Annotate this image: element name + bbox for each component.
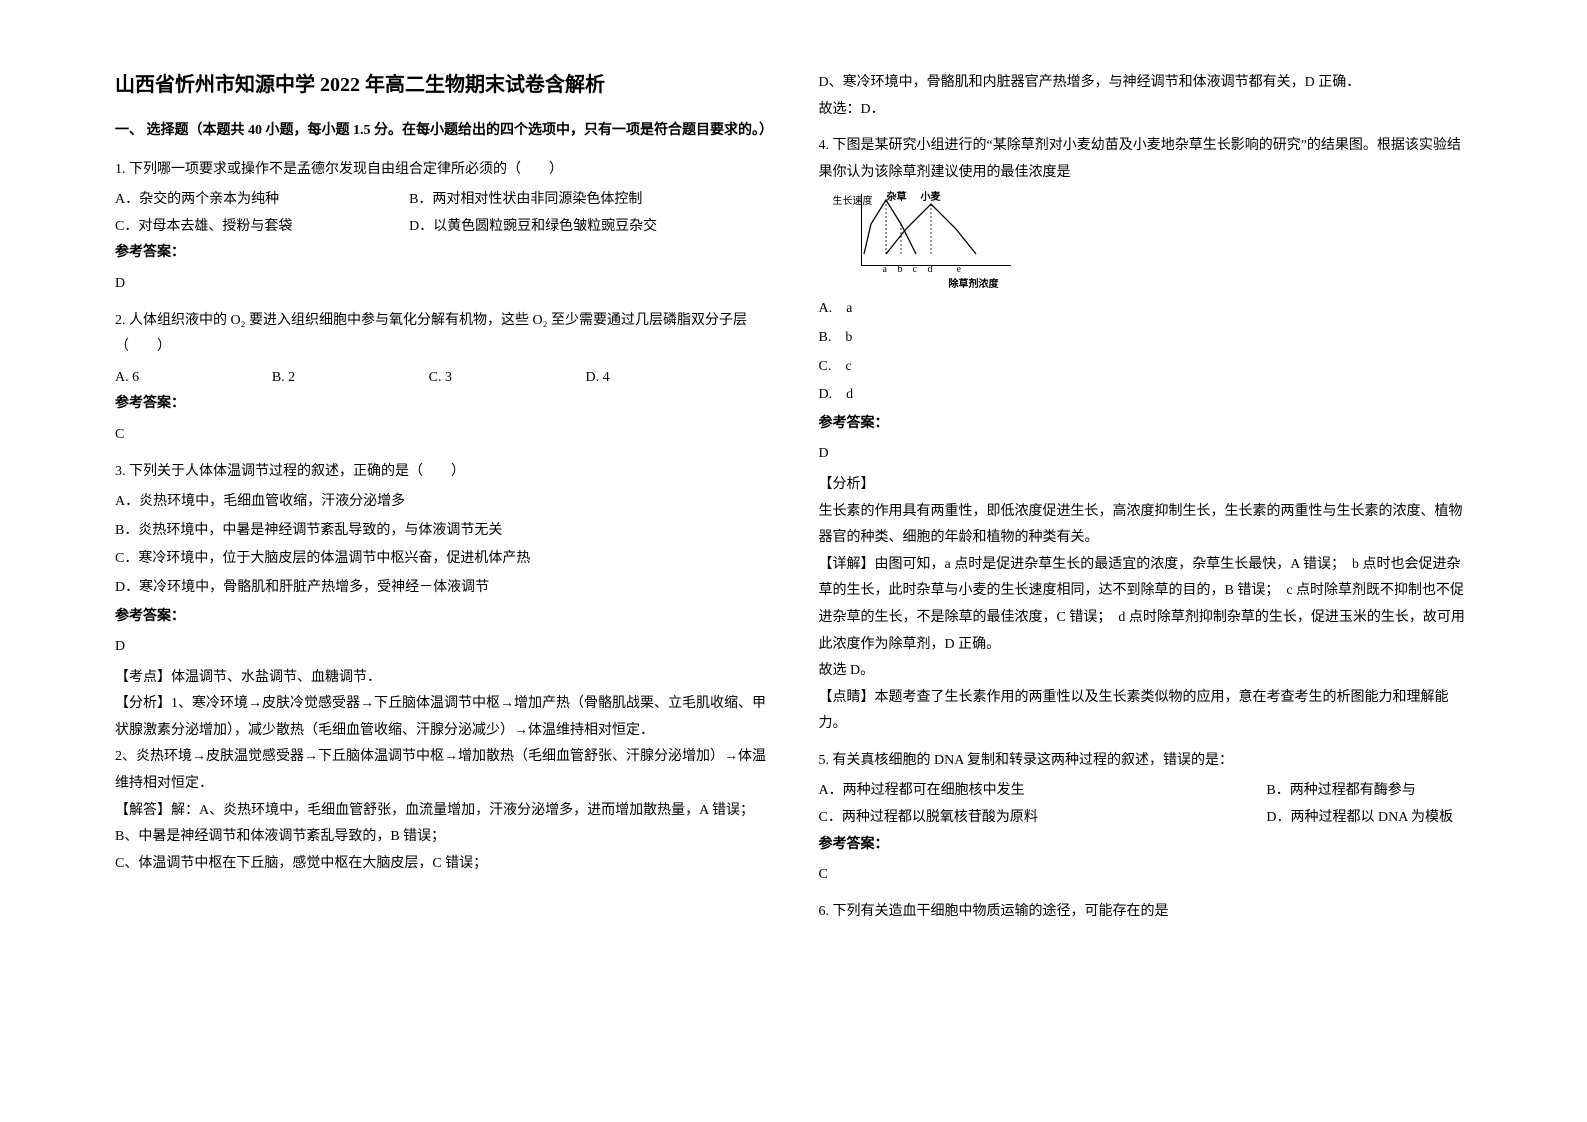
- exam-title: 山西省忻州市知源中学 2022 年高二生物期末试卷含解析: [115, 70, 769, 100]
- question-6: 6. 下列有关造血干细胞中物质运输的途径，可能存在的是: [819, 899, 1473, 926]
- q1-opt-a: A．杂交的两个亲本为纯种: [115, 187, 409, 214]
- q2-opt-c: C. 3: [429, 365, 586, 392]
- q4-opt-c: C. c: [819, 354, 1473, 381]
- q4-opt-a: A. a: [819, 296, 1473, 323]
- tick-d: d: [928, 260, 933, 279]
- q3-stem: 3. 下列关于人体体温调节过程的叙述，正确的是（ ）: [115, 459, 769, 486]
- q3-exp-p4: B、中暑是神经调节和体液调节紊乱导致的，B 错误；: [115, 824, 769, 851]
- q5-opt-d: D．两种过程都以 DNA 为模板: [1266, 810, 1453, 825]
- q3-exp-p7: 故选：D．: [819, 97, 1473, 124]
- q2-opt-a: A. 6: [115, 365, 272, 392]
- q3-opt-c: C．寒冷环境中，位于大脑皮层的体温调节中枢兴奋，促进机体产热: [115, 546, 769, 573]
- q5-options: A．两种过程都可在细胞核中发生 B．两种过程都有酶参与 C．两种过程都以脱氧核苷…: [819, 778, 1473, 831]
- q2-answer-label: 参考答案：: [115, 391, 769, 418]
- q5-stem: 5. 有关真核细胞的 DNA 复制和转录这两种过程的叙述，错误的是：: [819, 748, 1473, 775]
- q2-options: A. 6 B. 2 C. 3 D. 4: [115, 365, 769, 392]
- q4-stem: 4. 下图是某研究小组进行的“某除草剂对小麦幼苗及小麦地杂草生长影响的研究”的结…: [819, 133, 1473, 186]
- q5-opt-b: B．两种过程都有酶参与: [1266, 783, 1415, 798]
- right-column: D、寒冷环境中，骨骼肌和内脏器官产热增多，与神经调节和体液调节都有关，D 正确．…: [794, 70, 1498, 1082]
- q4-options: A. a B. b C. c D. d: [819, 296, 1473, 408]
- q4-exp-p3: 故选 D。: [819, 658, 1473, 685]
- q3-exp-p1: 【分析】1、寒冷环境→皮肤冷觉感受器→下丘脑体温调节中枢→增加产热（骨骼肌战栗、…: [115, 691, 769, 744]
- q2-opt-d: D. 4: [585, 365, 742, 392]
- q4-opt-b: B. b: [819, 325, 1473, 352]
- q1-opt-d: D．以黄色圆粒豌豆和绿色皱粒豌豆杂交: [409, 214, 703, 241]
- q1-answer-label: 参考答案：: [115, 240, 769, 267]
- q4-answer-label: 参考答案：: [819, 411, 1473, 438]
- tick-a: a: [883, 260, 887, 279]
- q3-exp-p5: C、体温调节中枢在下丘脑，感觉中枢在大脑皮层，C 错误；: [115, 851, 769, 878]
- q4-opt-d: D. d: [819, 382, 1473, 409]
- q3-exp-topic: 【考点】体温调节、水盐调节、血糖调节．: [115, 665, 769, 692]
- q1-stem: 1. 下列哪一项要求或操作不是孟德尔发现自由组合定律所必须的（ ）: [115, 157, 769, 184]
- q1-answer: D: [115, 271, 769, 298]
- q1-options: A．杂交的两个亲本为纯种 B．两对相对性状由非同源染色体控制 C．对母本去雄、授…: [115, 187, 769, 240]
- q2-stem: 2. 人体组织液中的 O₂ 要进入组织细胞中参与氧化分解有机物，这些 O₂ 至少…: [115, 308, 769, 361]
- q3-opt-b: B．炎热环境中，中暑是神经调节紊乱导致的，与体液调节无关: [115, 518, 769, 545]
- tick-c: c: [913, 260, 917, 279]
- q5-answer-label: 参考答案：: [819, 832, 1473, 859]
- q3-exp-p3: 【解答】解：A、炎热环境中，毛细血管舒张，血流量增加，汗液分泌增多，进而增加散热…: [115, 798, 769, 825]
- question-2: 2. 人体组织液中的 O₂ 要进入组织细胞中参与氧化分解有机物，这些 O₂ 至少…: [115, 308, 769, 449]
- q4-wheat-label: 小麦: [921, 188, 941, 207]
- q3-options: A．炎热环境中，毛细血管收缩，汗液分泌增多 B．炎热环境中，中暑是神经调节紊乱导…: [115, 489, 769, 601]
- q4-fig-xlabel: 除草剂浓度: [949, 275, 1023, 294]
- q4-exp-p2: 【详解】由图可知，a 点时是促进杂草生长的最适宜的浓度，杂草生长最快，A 错误；…: [819, 552, 1473, 658]
- q5-opt-c: C．两种过程都以脱氧核苷酸为原料: [819, 805, 1263, 832]
- q3-opt-a: A．炎热环境中，毛细血管收缩，汗液分泌增多: [115, 489, 769, 516]
- q3-exp-p6: D、寒冷环境中，骨骼肌和内脏器官产热增多，与神经调节和体液调节都有关，D 正确．: [819, 70, 1473, 97]
- q6-stem: 6. 下列有关造血干细胞中物质运输的途径，可能存在的是: [819, 899, 1473, 926]
- tick-b: b: [898, 260, 903, 279]
- section-1-heading: 一、 选择题（本题共 40 小题，每小题 1.5 分。在每小题给出的四个选项中，…: [115, 118, 769, 145]
- q3-answer-label: 参考答案：: [115, 604, 769, 631]
- q4-weed-label: 杂草: [887, 188, 907, 207]
- question-3: 3. 下列关于人体体温调节过程的叙述，正确的是（ ） A．炎热环境中，毛细血管收…: [115, 459, 769, 878]
- question-5: 5. 有关真核细胞的 DNA 复制和转录这两种过程的叙述，错误的是： A．两种过…: [819, 748, 1473, 889]
- q4-answer: D: [819, 441, 1473, 468]
- q5-opt-a: A．两种过程都可在细胞核中发生: [819, 778, 1263, 805]
- question-1: 1. 下列哪一项要求或操作不是孟德尔发现自由组合定律所必须的（ ） A．杂交的两…: [115, 157, 769, 298]
- q2-opt-b: B. 2: [272, 365, 429, 392]
- q3-exp-p2: 2、炎热环境→皮肤温觉感受器→下丘脑体温调节中枢→增加散热（毛细血管舒张、汗腺分…: [115, 744, 769, 797]
- q1-opt-b: B．两对相对性状由非同源染色体控制: [409, 187, 703, 214]
- q3-opt-d: D．寒冷环境中，骨骼肌和肝脏产热增多，受神经－体液调节: [115, 575, 769, 602]
- q2-answer: C: [115, 422, 769, 449]
- q1-opt-c: C．对母本去雄、授粉与套袋: [115, 214, 409, 241]
- q5-answer: C: [819, 862, 1473, 889]
- q4-exp-h1: 【分析】: [819, 472, 1473, 499]
- q4-exp-p4: 【点睛】本题考查了生长素作用的两重性以及生长素类似物的应用，意在考查考生的析图能…: [819, 685, 1473, 738]
- q4-figure: 生长速度 杂草 小麦 a b c d e 除草剂浓度: [839, 192, 1019, 282]
- question-4: 4. 下图是某研究小组进行的“某除草剂对小麦幼苗及小麦地杂草生长影响的研究”的结…: [819, 133, 1473, 738]
- q4-exp-p1: 生长素的作用具有两重性，即低浓度促进生长，高浓度抑制生长，生长素的两重性与生长素…: [819, 499, 1473, 552]
- q3-answer: D: [115, 634, 769, 661]
- left-column: 山西省忻州市知源中学 2022 年高二生物期末试卷含解析 一、 选择题（本题共 …: [90, 70, 794, 1082]
